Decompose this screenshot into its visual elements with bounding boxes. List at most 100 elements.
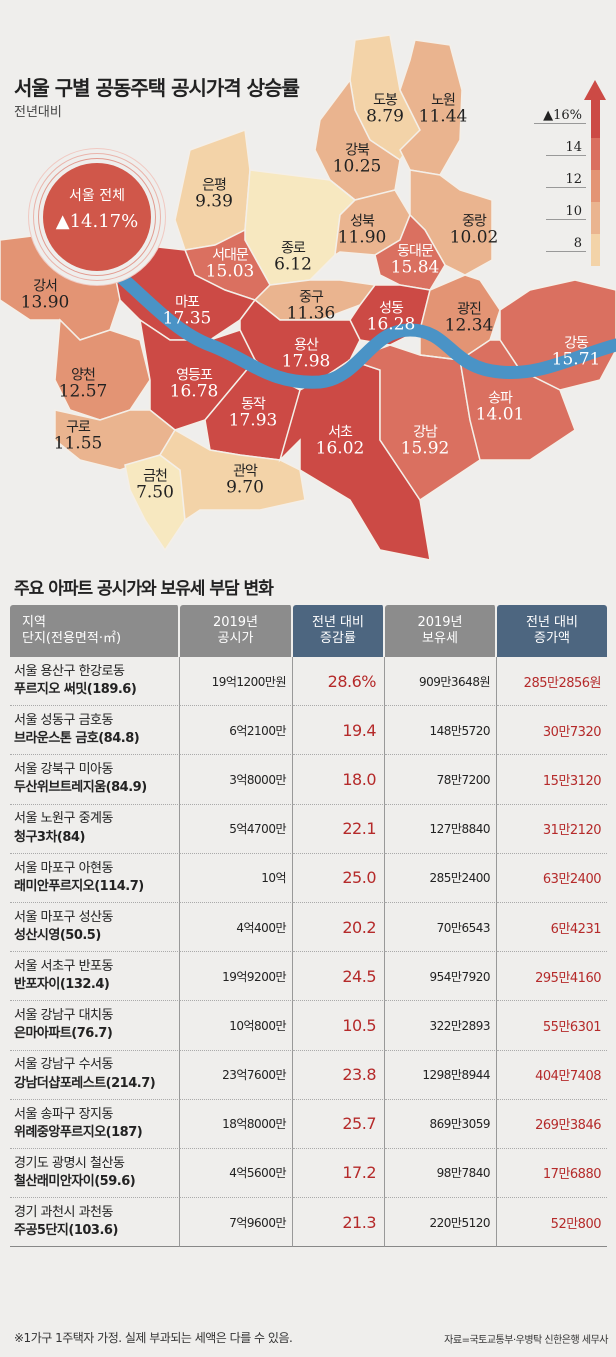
district-label: 양천 12.57 [59, 369, 108, 402]
district-value: 11.90 [337, 227, 387, 248]
district-label: 은평 9.39 [195, 179, 233, 212]
district-name: 성북 [350, 213, 375, 230]
increase-cell: 285만2856원 [497, 657, 607, 707]
rate-cell: 21.3 [293, 1198, 385, 1248]
district-label: 마포 17.35 [163, 296, 212, 329]
complex-cell: 서울 강남구 수서동 강남더샵포레스트(214.7) [10, 1050, 180, 1100]
district-name: 중구 [299, 289, 324, 306]
district-name: 도봉 [373, 92, 398, 109]
complex-cell: 서울 서초구 반포동 반포자이(132.4) [10, 952, 180, 1002]
seoul-district-map [0, 34, 616, 561]
tax-cell: 98만7840 [385, 1148, 497, 1199]
district-label: 동대문 15.84 [391, 245, 440, 278]
tax-cell: 909만3648원 [385, 657, 497, 707]
district-value: 11.36 [286, 303, 336, 324]
district-name: 성동 [379, 300, 404, 317]
rate-cell: 10.5 [293, 1001, 385, 1051]
district-label: 관악 9.70 [226, 465, 264, 498]
district-name: 구로 [66, 419, 91, 436]
district-name: 강동 [564, 335, 589, 352]
district-관악 [159, 428, 306, 522]
map-subtitle: 전년대비 [14, 105, 62, 120]
header-increase: 전년 대비 증가액 [497, 605, 607, 657]
district-name: 노원 [431, 92, 456, 109]
district-value: 7.50 [136, 482, 174, 503]
district-value: 17.98 [281, 351, 331, 372]
district-value: 10.02 [449, 227, 499, 248]
district-name: 중랑 [462, 213, 487, 230]
district-label: 중랑 10.02 [450, 215, 499, 248]
table-row: 경기도 광명시 철산동 철산래미안자이(59.6) 4억5600만 17.2 98… [10, 1148, 607, 1199]
footnote: ※1가구 1주택자 가정. 실제 부과되는 세액은 다를 수 있음. [14, 1331, 293, 1345]
district-name: 양천 [71, 367, 96, 384]
complex-cell: 서울 용산구 한강로동 푸르지오 써밋(189.6) [10, 657, 180, 707]
district-value: 15.84 [390, 257, 440, 278]
district-value: 11.55 [53, 433, 103, 454]
rate-cell: 22.1 [293, 804, 385, 854]
header-price: 2019년 공시가 [180, 605, 293, 657]
header-rate: 전년 대비 증감률 [293, 605, 385, 657]
rate-cell: 25.0 [293, 853, 385, 903]
district-name: 강남 [413, 424, 438, 441]
district-value: 9.39 [195, 191, 233, 212]
district-name: 영등포 [176, 367, 213, 384]
increase-cell: 295만4160 [497, 952, 607, 1002]
legend-tick: 10 [546, 204, 586, 220]
price-cell: 23억7600만 [180, 1050, 293, 1100]
complex-cell: 경기 과천시 과천동 주공5단지(103.6) [10, 1198, 180, 1248]
rate-cell: 28.6% [293, 657, 385, 707]
legend-tick: ▲16% [534, 108, 586, 124]
rate-cell: 24.5 [293, 952, 385, 1002]
source: 자료=국토교통부·우병탁 신한은행 세무사 [444, 1335, 608, 1346]
district-송파 [419, 339, 576, 461]
district-label: 서초 16.02 [316, 426, 365, 459]
table-row: 경기 과천시 과천동 주공5단지(103.6) 7억9600만 21.3 220만… [10, 1198, 607, 1248]
increase-cell: 15만3120 [497, 755, 607, 805]
district-label: 종로 6.12 [274, 242, 312, 275]
district-value: 6.12 [274, 254, 312, 275]
table-row: 서울 노원구 중계동 청구3차(84) 5억4700만 22.1 127만8840… [10, 804, 607, 854]
district-value: 15.71 [551, 349, 601, 370]
complex-cell: 서울 마포구 아현동 래미안푸르지오(114.7) [10, 853, 180, 903]
district-name: 동작 [241, 396, 266, 413]
price-cell: 19억9200만 [180, 952, 293, 1002]
complex-cell: 서울 마포구 성산동 성산시영(50.5) [10, 902, 180, 953]
district-value: 10.25 [332, 156, 382, 177]
map-title: 서울 구별 공동주택 공시가격 상승률 [14, 76, 300, 100]
price-cell: 4억5600만 [180, 1148, 293, 1199]
rate-cell: 19.4 [293, 706, 385, 756]
complex-cell: 서울 노원구 중계동 청구3차(84) [10, 804, 180, 854]
color-legend: ▲16% 14 12 10 8 [534, 80, 610, 270]
price-cell: 4억400만 [180, 902, 293, 953]
district-name: 종로 [281, 240, 306, 257]
price-cell: 3억8000만 [180, 755, 293, 805]
district-label: 동작 17.93 [229, 398, 278, 431]
district-label: 영등포 16.78 [170, 369, 219, 402]
increase-cell: 269만3846 [497, 1100, 607, 1149]
district-name: 은평 [202, 177, 227, 194]
tax-cell: 1298만8944 [385, 1050, 497, 1100]
increase-cell: 6만4231 [497, 903, 607, 953]
district-name: 강서 [33, 278, 58, 295]
price-cell: 10억800만 [180, 1001, 293, 1051]
district-value: 15.03 [205, 261, 255, 282]
price-cell: 19억1200만원 [180, 657, 293, 707]
increase-cell: 55만6301 [497, 1001, 607, 1051]
district-label: 서대문 15.03 [206, 249, 255, 282]
district-name: 용산 [294, 337, 319, 354]
district-name: 마포 [175, 294, 200, 311]
legend-tick: 14 [546, 140, 586, 156]
district-label: 강남 15.92 [401, 426, 450, 459]
complex-cell: 서울 성동구 금호동 브라운스톤 금호(84.8) [10, 706, 180, 756]
district-강북 [314, 78, 401, 201]
rate-cell: 25.7 [293, 1099, 385, 1149]
district-label: 강서 13.90 [21, 280, 70, 313]
tax-cell: 322만2893 [385, 1001, 497, 1051]
table-row: 서울 송파구 장지동 위례중앙푸르지오(187) 18억8000만 25.7 86… [10, 1099, 607, 1149]
complex-cell: 서울 강북구 미아동 두산위브트레지움(84.9) [10, 755, 180, 805]
district-name: 광진 [457, 301, 482, 318]
district-value: 11.44 [418, 106, 468, 127]
district-value: 16.02 [315, 438, 365, 459]
district-value: 17.35 [162, 308, 212, 329]
increase-cell: 404만7408 [497, 1051, 607, 1100]
